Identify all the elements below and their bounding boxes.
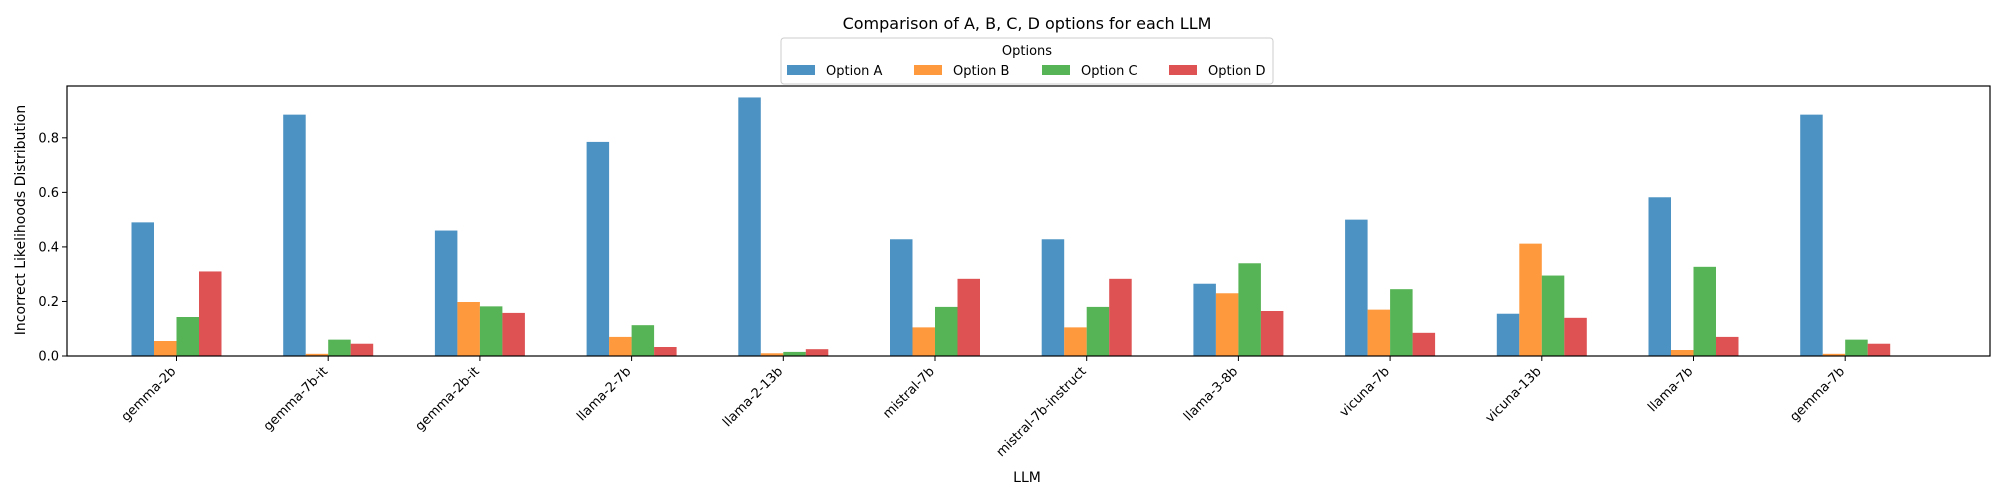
- legend: Options Option A Option B Option C Option D: [780, 37, 1274, 85]
- bar-option-d: [1867, 343, 1891, 356]
- bar-option-a: [1496, 313, 1520, 356]
- legend-items: Option A Option B Option C Option D: [787, 64, 1266, 79]
- bar-option-b: [1671, 350, 1694, 356]
- y-axis-label: Incorrect Likelihoods Distribution: [13, 105, 29, 335]
- bar-option-b: [760, 353, 784, 356]
- bar-option-c: [1693, 266, 1716, 356]
- bar-option-b: [154, 341, 177, 356]
- bar-option-d: [1564, 317, 1587, 356]
- bar-option-a: [1345, 219, 1368, 356]
- bar-option-a: [1800, 114, 1823, 357]
- bar-option-c: [1238, 263, 1261, 356]
- bar-option-b: [305, 353, 329, 356]
- legend-entry-label: Option C: [1081, 64, 1138, 79]
- bar-option-b: [1519, 243, 1542, 356]
- bar-option-c: [328, 339, 351, 356]
- bar-option-d: [957, 278, 980, 356]
- bar-option-a: [1648, 197, 1671, 356]
- bar-option-d: [502, 312, 525, 356]
- legend-swatch: [914, 65, 942, 75]
- bar-option-c: [1390, 289, 1413, 356]
- bar-option-d: [350, 343, 374, 356]
- bar-option-d: [654, 347, 677, 356]
- bar-option-c: [176, 317, 199, 356]
- bar-option-a: [434, 230, 458, 356]
- bar-option-b: [1367, 309, 1391, 356]
- legend-entry-label: Option D: [1208, 64, 1266, 79]
- axes-frame: [66, 85, 1991, 357]
- legend-frame: [780, 37, 1274, 85]
- bar-option-d: [1412, 332, 1436, 356]
- legend-title: Options: [1002, 44, 1052, 59]
- bar-option-a: [738, 97, 761, 357]
- x-axis-label: LLM: [1013, 470, 1041, 486]
- bar-option-c: [935, 306, 958, 356]
- y-axis: 0.0 0.2 0.4 0.6 0.8: [38, 131, 67, 365]
- bar-option-d: [1716, 336, 1739, 356]
- bar-option-a: [283, 114, 306, 357]
- bar-option-c: [783, 351, 806, 356]
- legend-swatch: [1169, 65, 1197, 75]
- bar-option-a: [890, 239, 913, 356]
- bar-option-c: [1541, 275, 1565, 356]
- bar-option-a: [131, 222, 154, 356]
- bar-option-b: [1822, 353, 1846, 356]
- y-tick-label: 0.0: [38, 350, 59, 365]
- bar-option-c: [479, 306, 503, 356]
- bar-option-b: [1215, 293, 1239, 356]
- chart-title: Comparison of A, B, C, D options for eac…: [843, 14, 1212, 33]
- bar-option-b: [457, 302, 480, 356]
- y-tick-label: 0.2: [38, 295, 59, 310]
- bar-option-b: [1064, 327, 1087, 356]
- legend-entry-label: Option B: [953, 64, 1009, 79]
- legend-swatch: [1042, 65, 1070, 75]
- legend-swatch: [787, 65, 815, 75]
- bar-option-a: [1193, 283, 1216, 356]
- legend-entry-label: Option A: [826, 64, 883, 79]
- bar-option-c: [1086, 306, 1110, 356]
- bar-option-b: [609, 336, 632, 356]
- bar-option-d: [805, 349, 829, 356]
- bar-option-c: [1845, 339, 1868, 356]
- bar-option-c: [631, 325, 655, 356]
- bar-option-d: [199, 271, 222, 356]
- y-tick-label: 0.6: [38, 186, 59, 201]
- y-tick-label: 0.8: [38, 131, 59, 146]
- bar-option-b: [912, 327, 935, 356]
- bar-option-a: [586, 141, 610, 356]
- bar-option-a: [1041, 239, 1065, 356]
- bar-option-d: [1260, 311, 1284, 356]
- bar-option-d: [1109, 278, 1132, 356]
- bars-group: [131, 97, 1891, 357]
- y-tick-label: 0.4: [38, 240, 59, 255]
